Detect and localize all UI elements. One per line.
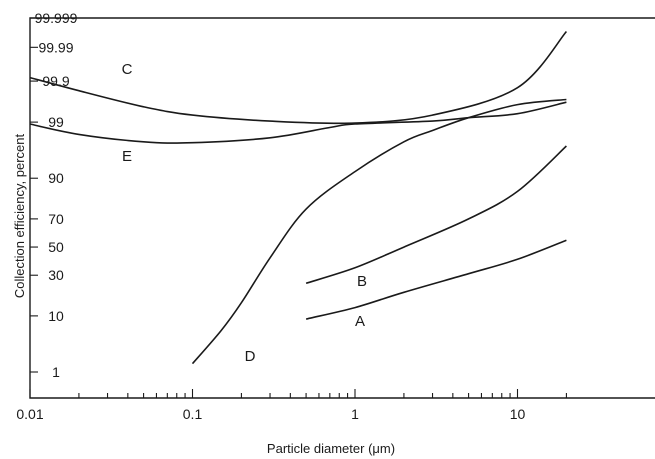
curve-label-a: A bbox=[355, 313, 365, 330]
x-tick-label: 0.1 bbox=[183, 406, 203, 422]
curve-label-b: B bbox=[357, 273, 367, 290]
y-tick-label: 10 bbox=[48, 308, 64, 324]
curve-label-d: D bbox=[245, 348, 256, 365]
curve-e bbox=[29, 101, 567, 144]
curve-label-e: E bbox=[122, 148, 132, 165]
curve-b bbox=[305, 145, 567, 285]
curve-d bbox=[191, 98, 567, 365]
x-axis-ticks: 0.01 0.1 1 10 bbox=[16, 389, 567, 422]
curve-c bbox=[29, 30, 568, 125]
curve-label-c: C bbox=[122, 61, 133, 78]
y-tick-label: 30 bbox=[48, 267, 64, 283]
plot-frame bbox=[29, 17, 655, 399]
y-tick-label: 50 bbox=[48, 239, 64, 255]
y-tick-label: 99.9 bbox=[42, 73, 69, 89]
y-tick-label: 1 bbox=[52, 364, 60, 380]
x-tick-label: 10 bbox=[510, 406, 526, 422]
curves bbox=[29, 30, 568, 365]
y-tick-label: 99.999 bbox=[35, 10, 78, 26]
plot-area bbox=[29, 17, 655, 399]
curve-a bbox=[305, 239, 567, 320]
y-tick-label: 70 bbox=[48, 211, 64, 227]
x-tick-label: 1 bbox=[351, 406, 359, 422]
y-axis-title: Collection efficiency, percent bbox=[12, 133, 27, 298]
y-tick-label: 99 bbox=[48, 114, 64, 130]
y-tick-label: 99.99 bbox=[38, 39, 73, 55]
curve-labels: C E D B A bbox=[122, 61, 367, 365]
x-axis-title: Particle diameter (μm) bbox=[267, 441, 395, 456]
y-tick-label: 90 bbox=[48, 170, 64, 186]
x-tick-label: 0.01 bbox=[16, 406, 43, 422]
